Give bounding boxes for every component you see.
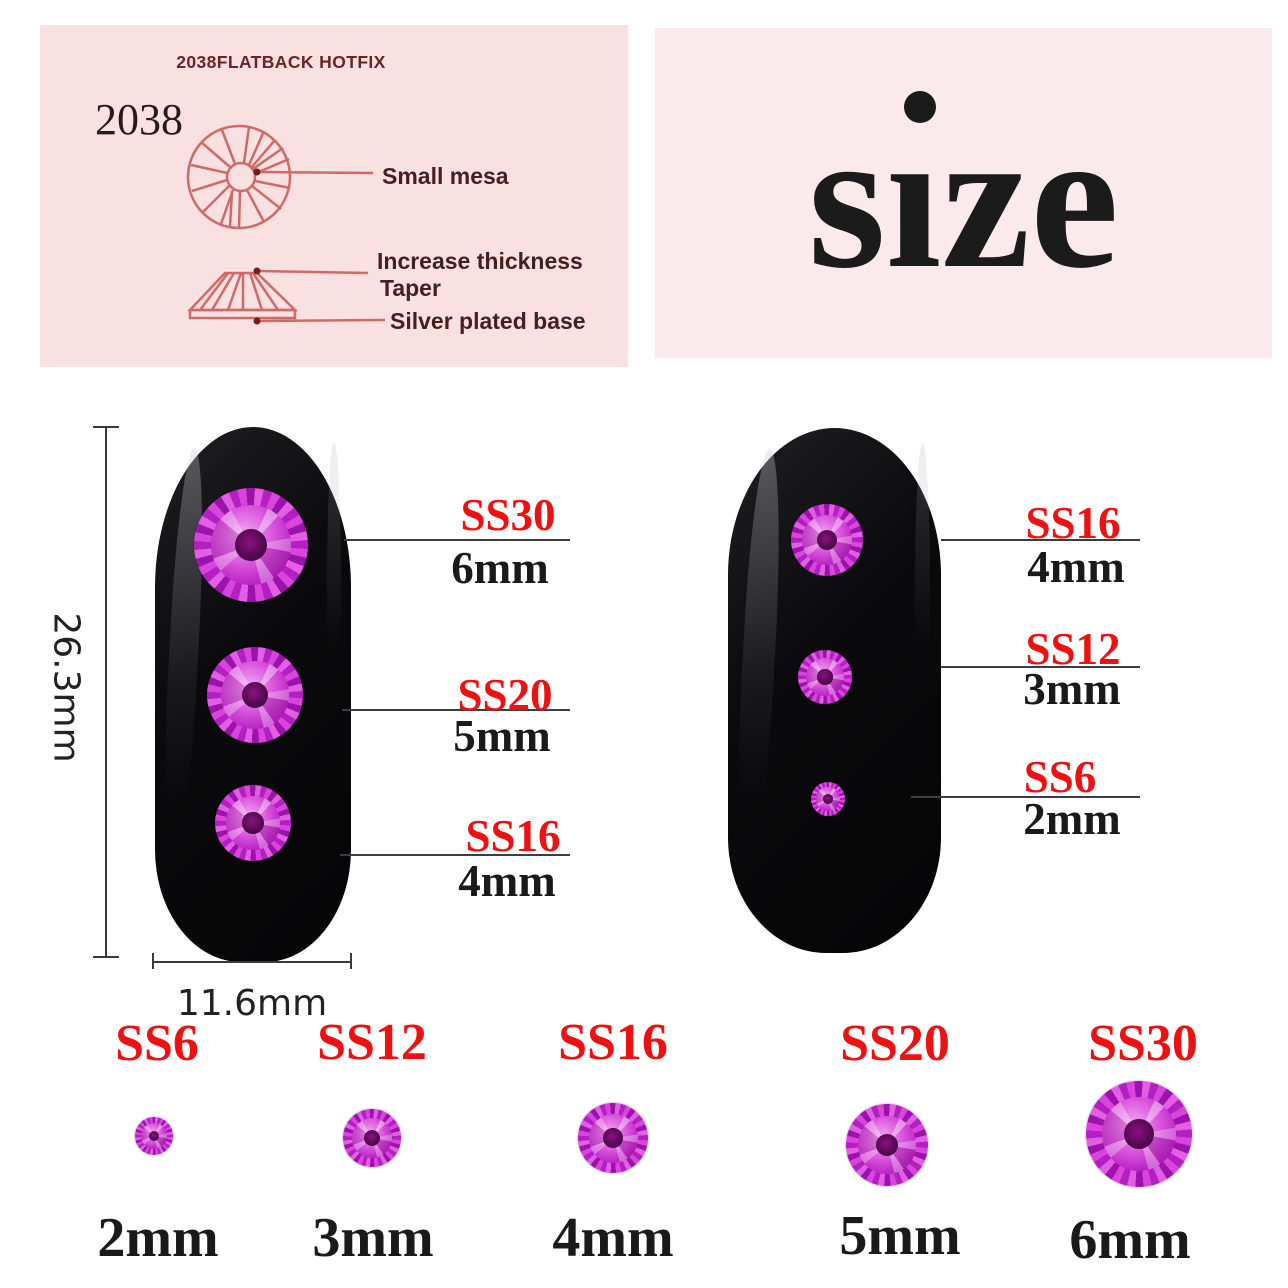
chart-rhinestone-ss20: [846, 1104, 928, 1186]
callout-code: SS20: [457, 670, 553, 720]
label-increase-thickness: Increase thickness: [377, 248, 583, 274]
rhinestone-diagram: [186, 124, 386, 325]
rhinestone-ss12: [798, 650, 852, 704]
model-number: 2038: [95, 95, 183, 144]
mesa-leader-line: [256, 170, 374, 175]
callout-code: SS12: [1025, 624, 1121, 674]
callout-mm: 4mm: [1027, 542, 1125, 592]
size-panel-title: sıze: [808, 89, 1119, 310]
chart-mm: 2mm: [97, 1207, 219, 1269]
callout-code: SS16: [465, 811, 561, 861]
callout-line: [941, 666, 1140, 668]
size-panel: [655, 28, 1272, 358]
height-dim-cap-bottom: [93, 956, 119, 958]
chart-mm: 5mm: [839, 1205, 961, 1267]
chart-code: SS20: [840, 1015, 950, 1072]
callout-line: [344, 539, 570, 541]
chart-code: SS30: [1088, 1015, 1198, 1072]
callout-mm: 6mm: [451, 543, 549, 593]
chart-rhinestone-ss30: [1086, 1081, 1192, 1187]
rhinestone-ss16: [791, 504, 863, 576]
width-dimension-line: [152, 961, 352, 963]
chart-rhinestone-ss6: [135, 1117, 173, 1155]
callout-line: [911, 796, 1140, 798]
chart-mm: 4mm: [552, 1207, 674, 1269]
chart-code: SS16: [558, 1014, 668, 1071]
side-view-base: [188, 308, 297, 320]
label-silver-plated-base: Silver plated base: [390, 308, 586, 334]
spec-panel: [40, 25, 628, 367]
leader-dots: [253, 168, 261, 325]
spec-panel-title: 2038FLATBACK HOTFIX: [176, 52, 386, 72]
chart-mm: 3mm: [312, 1207, 434, 1269]
thickness-leader-line: [256, 269, 369, 275]
callout-mm: 4mm: [458, 856, 556, 906]
height-dim-cap-top: [93, 426, 119, 428]
i-dot-icon: [904, 91, 936, 123]
chart-rhinestone-ss16: [578, 1103, 648, 1173]
width-dim-cap-right: [350, 953, 352, 969]
callout-line: [340, 854, 570, 856]
rhinestone-ss16: [215, 785, 291, 861]
chart-code: SS12: [317, 1014, 427, 1071]
nail-height-value: 26.3mm: [45, 612, 87, 763]
rhinestone-ss6: [811, 782, 845, 816]
base-leader-line: [256, 318, 386, 323]
callout-mm: 5mm: [453, 711, 551, 761]
callout-line: [941, 539, 1140, 541]
nail-width-value: 11.6mm: [176, 983, 328, 1024]
chart-rhinestone-ss12: [343, 1109, 401, 1167]
rhinestone-ss30: [194, 488, 308, 602]
label-taper: Taper: [380, 275, 441, 301]
callout-code: SS30: [460, 490, 556, 540]
chart-code: SS6: [115, 1015, 199, 1072]
callout-mm: 3mm: [1023, 664, 1121, 714]
callout-mm: 2mm: [1023, 794, 1121, 844]
callout-line: [342, 709, 570, 711]
height-dimension-line: [105, 426, 107, 958]
label-small-mesa: Small mesa: [382, 163, 509, 189]
callout-code: SS6: [1023, 752, 1097, 802]
top-view-mesa-hole: [225, 161, 257, 193]
rhinestone-ss20: [207, 647, 303, 743]
chart-mm: 6mm: [1069, 1209, 1191, 1271]
callout-code: SS16: [1025, 498, 1121, 548]
width-dim-cap-left: [152, 953, 154, 969]
side-view-facet-lines: [199, 272, 280, 311]
